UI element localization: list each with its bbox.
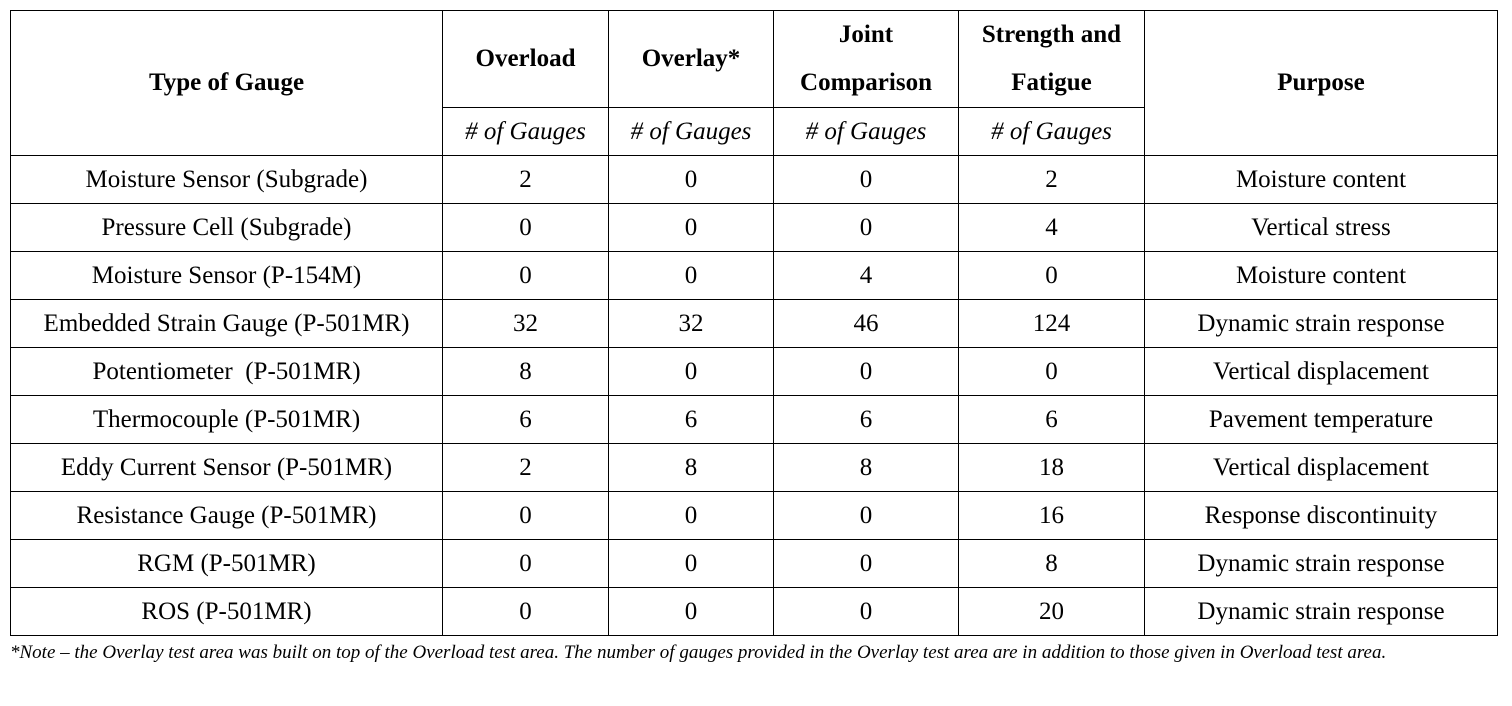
cell-overlay: 0 — [608, 203, 774, 252]
table-row: Potentiometer (P-501MR) 8 0 0 0 Vertical… — [10, 347, 1498, 396]
cell-strength: 6 — [958, 395, 1145, 444]
header-joint-comparison: Joint Comparison — [773, 10, 959, 108]
cell-overload: 2 — [442, 155, 609, 204]
cell-joint: 0 — [773, 491, 959, 540]
cell-strength: 0 — [958, 251, 1145, 300]
table-row: Moisture Sensor (P-154M) 0 0 4 0 Moistur… — [10, 251, 1498, 300]
header-overlay: Overlay* — [608, 10, 774, 108]
cell-purpose: Pavement temperature — [1144, 395, 1498, 444]
cell-overlay: 8 — [608, 443, 774, 492]
cell-overlay: 0 — [608, 491, 774, 540]
gauge-table-container: Type of Gauge Overload Overlay* Joint Co… — [10, 10, 1498, 668]
cell-joint: 0 — [773, 587, 959, 636]
cell-strength: 124 — [958, 299, 1145, 348]
table-row: Resistance Gauge (P-501MR) 0 0 0 16 Resp… — [10, 491, 1498, 540]
header-overload: Overload — [442, 10, 609, 108]
cell-purpose: Vertical displacement — [1144, 347, 1498, 396]
cell-type: Potentiometer (P-501MR) — [10, 347, 443, 396]
cell-type: Embedded Strain Gauge (P-501MR) — [10, 299, 443, 348]
cell-type: Moisture Sensor (Subgrade) — [10, 155, 443, 204]
cell-overload: 8 — [442, 347, 609, 396]
cell-purpose: Dynamic strain response — [1144, 539, 1498, 588]
header-strength-and-fatigue: Strength and Fatigue — [958, 10, 1145, 108]
cell-strength: 16 — [958, 491, 1145, 540]
cell-type: Pressure Cell (Subgrade) — [10, 203, 443, 252]
cell-strength: 0 — [958, 347, 1145, 396]
cell-overlay: 32 — [608, 299, 774, 348]
cell-overload: 0 — [442, 587, 609, 636]
cell-overload: 0 — [442, 539, 609, 588]
header-purpose: Purpose — [1144, 10, 1498, 156]
header-type-of-gauge: Type of Gauge — [10, 10, 443, 156]
cell-purpose: Moisture content — [1144, 251, 1498, 300]
cell-type: Eddy Current Sensor (P-501MR) — [10, 443, 443, 492]
cell-joint: 0 — [773, 539, 959, 588]
cell-joint: 46 — [773, 299, 959, 348]
cell-purpose: Dynamic strain response — [1144, 587, 1498, 636]
cell-strength: 2 — [958, 155, 1145, 204]
cell-purpose: Response discontinuity — [1144, 491, 1498, 540]
cell-strength: 18 — [958, 443, 1145, 492]
cell-overlay: 0 — [608, 251, 774, 300]
table-row: Thermocouple (P-501MR) 6 6 6 6 Pavement … — [10, 395, 1498, 444]
cell-type: Moisture Sensor (P-154M) — [10, 251, 443, 300]
cell-overload: 0 — [442, 203, 609, 252]
cell-type: ROS (P-501MR) — [10, 587, 443, 636]
subheader-strength-count: # of Gauges — [958, 107, 1145, 156]
cell-type: Thermocouple (P-501MR) — [10, 395, 443, 444]
cell-type: Resistance Gauge (P-501MR) — [10, 491, 443, 540]
cell-joint: 0 — [773, 155, 959, 204]
table-row: Eddy Current Sensor (P-501MR) 2 8 8 18 V… — [10, 443, 1498, 492]
cell-overlay: 6 — [608, 395, 774, 444]
table-row: Embedded Strain Gauge (P-501MR) 32 32 46… — [10, 299, 1498, 348]
cell-overload: 6 — [442, 395, 609, 444]
table-row: RGM (P-501MR) 0 0 0 8 Dynamic strain res… — [10, 539, 1498, 588]
cell-purpose: Dynamic strain response — [1144, 299, 1498, 348]
table-row: ROS (P-501MR) 0 0 0 20 Dynamic strain re… — [10, 587, 1498, 636]
cell-overlay: 0 — [608, 155, 774, 204]
gauge-table: Type of Gauge Overload Overlay* Joint Co… — [10, 10, 1498, 636]
subheader-joint-count: # of Gauges — [773, 107, 959, 156]
subheader-overload-count: # of Gauges — [442, 107, 609, 156]
cell-purpose: Vertical stress — [1144, 203, 1498, 252]
table-footnote: *Note – the Overlay test area was built … — [10, 642, 1387, 663]
cell-joint: 0 — [773, 347, 959, 396]
cell-strength: 4 — [958, 203, 1145, 252]
cell-type: RGM (P-501MR) — [10, 539, 443, 588]
cell-joint: 6 — [773, 395, 959, 444]
cell-overlay: 0 — [608, 587, 774, 636]
cell-overload: 2 — [442, 443, 609, 492]
cell-joint: 0 — [773, 203, 959, 252]
cell-joint: 4 — [773, 251, 959, 300]
cell-overload: 32 — [442, 299, 609, 348]
table-row: Moisture Sensor (Subgrade) 2 0 0 2 Moist… — [10, 155, 1498, 204]
cell-strength: 8 — [958, 539, 1145, 588]
cell-joint: 8 — [773, 443, 959, 492]
cell-overlay: 0 — [608, 539, 774, 588]
cell-overload: 0 — [442, 491, 609, 540]
cell-purpose: Moisture content — [1144, 155, 1498, 204]
cell-purpose: Vertical displacement — [1144, 443, 1498, 492]
cell-strength: 20 — [958, 587, 1145, 636]
subheader-overlay-count: # of Gauges — [608, 107, 774, 156]
cell-overlay: 0 — [608, 347, 774, 396]
cell-overload: 0 — [442, 251, 609, 300]
table-row: Pressure Cell (Subgrade) 0 0 0 4 Vertica… — [10, 203, 1498, 252]
